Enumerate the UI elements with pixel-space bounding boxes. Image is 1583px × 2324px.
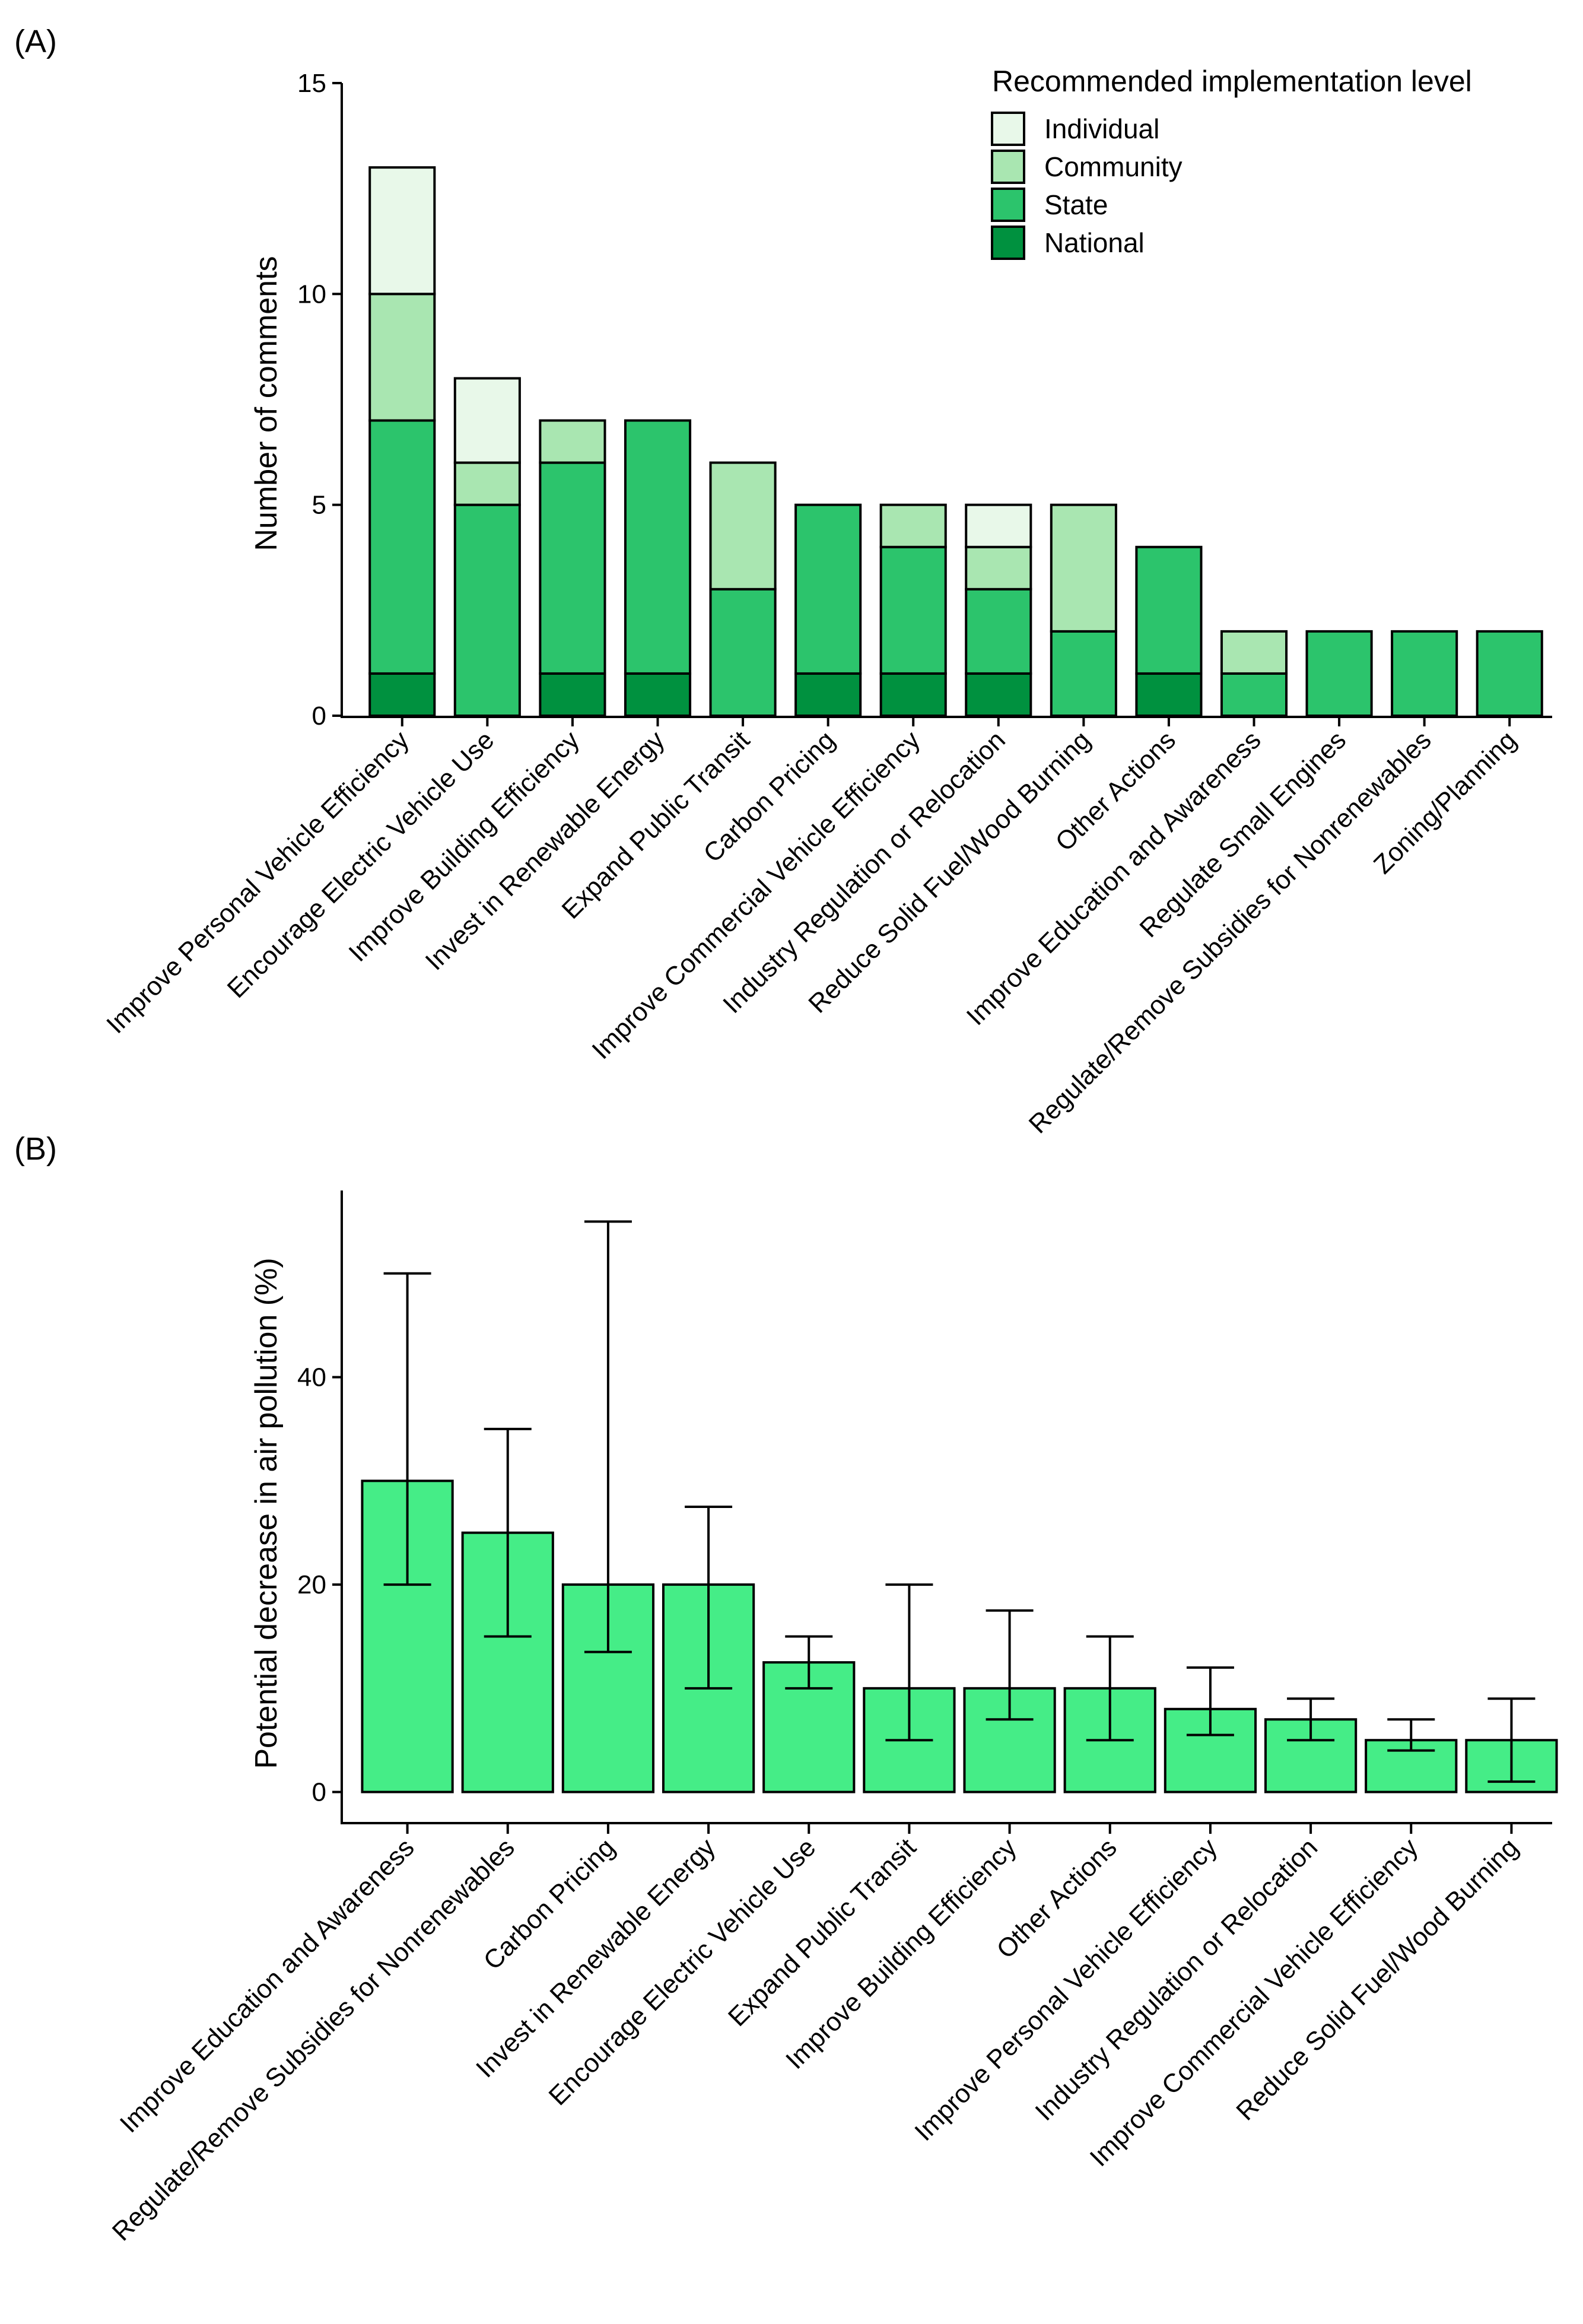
bar-segment-state [965,588,1032,675]
error-bar [885,1583,933,1742]
bar-segment-state [1220,672,1288,717]
bar-segment-national [368,672,436,717]
panel-b-y-axis-title: Potential decrease in air pollution (%) [249,1258,284,1769]
bar-segment-national [965,672,1032,717]
error-bar [785,1635,833,1690]
legend-swatch-community [991,150,1025,184]
error-bar [1287,1697,1335,1742]
panel-a-y-tick-label: 10 [297,280,326,309]
bar-segment-national [539,672,606,717]
panel-a-y-tick-label: 0 [312,701,326,731]
panel-a-y-ticks: 0 5 10 15 [297,69,342,731]
error-bar [1387,1718,1435,1752]
error-bar [584,1220,632,1653]
bar-segment-community [453,461,521,506]
legend-swatch-individual [991,112,1025,146]
panel-b-y-tick-label: 40 [297,1363,326,1392]
panel-a-x-tick-labels: Improve Personal Vehicle EfficiencyEncou… [101,717,1522,1139]
legend-swatch-national [991,226,1025,260]
bar-segment-individual [453,377,521,464]
bar-segment-state [1305,630,1373,717]
bar-segment-state [879,545,947,675]
error-bar [1487,1697,1536,1783]
error-bar [685,1506,733,1690]
bar-segment-state [1391,630,1458,717]
panel-b-label: (B) [14,1131,57,1167]
legend-label-national: National [1044,227,1145,258]
bar-segment-national [794,672,862,717]
bar-segment-state [794,503,862,675]
panel-a-y-axis-title: Number of comments [249,256,284,551]
panel-b-error-bars [383,1220,1536,1783]
panel-a-label: (A) [14,24,57,59]
legend-label-individual: Individual [1044,113,1159,144]
bar-segment-individual [368,166,436,296]
bar-segment-state [368,419,436,675]
bar-segment-community [368,293,436,422]
error-bar [1186,1666,1234,1736]
panel-b-bar-chart: (B) Potential decrease in air pollution … [14,1131,1558,2246]
legend-label-state: State [1044,189,1108,220]
legend: Recommended implementation level Individ… [991,65,1472,260]
error-bar [383,1272,431,1586]
panel-b-y-tick-label: 20 [297,1570,326,1599]
panel-a-x-tick-label: Improve Education and Awareness [961,725,1267,1031]
bar-segment-community [709,461,777,590]
panel-a-bars [368,166,1543,717]
error-bar [986,1609,1034,1721]
bar-segment-community [965,545,1032,590]
bar-segment-individual [965,503,1032,548]
panel-a-axes [341,83,1552,718]
bar-segment-state [453,503,521,717]
bar-segment-state [539,461,606,675]
legend-label-community: Community [1044,151,1183,182]
legend-swatch-state [991,188,1025,222]
panel-b-y-tick-label: 0 [312,1778,326,1807]
bar-segment-state [1050,630,1117,717]
panel-a-bar-chart: (A) Number of comments 0 5 10 15 Improve Pe… [14,24,1552,1139]
panel-b-y-ticks: 0 20 40 [297,1363,342,1807]
bar-segment-community [879,503,947,548]
panel-a-y-tick-label: 15 [297,69,326,98]
legend-items: Individual Community State National [991,112,1183,260]
panel-b-x-tick-labels: Improve Education and AwarenessRegulate/… [107,1824,1524,2246]
panel-b-x-tick-label: Regulate/Remove Subsidies for Nonrenewab… [107,1833,520,2246]
panel-a-x-tick-label: Zoning/Planning [1368,725,1522,880]
bar-segment-national [879,672,947,717]
panel-a-x-tick-label: Regulate/Remove Subsidies for Nonrenewab… [1023,725,1437,1139]
bar-segment-state [1476,630,1543,717]
bar-segment-national [624,672,692,717]
error-bar [484,1427,532,1638]
bar-segment-community [1050,503,1117,633]
bar-segment-community [1220,630,1288,675]
bar-segment-state [709,588,777,717]
panel-b-x-tick-label: Expand Public Transit [723,1833,922,2032]
panel-b-bars [361,1480,1558,1793]
panel-a-y-tick-label: 5 [312,491,326,520]
legend-title: Recommended implementation level [992,65,1472,98]
panel-a-x-tick-label: Improve Personal Vehicle Efficiency [101,725,415,1039]
bar-segment-community [539,419,606,464]
bar-segment-state [624,419,692,675]
bar-segment-national [1135,672,1203,717]
bar-segment-state [1135,545,1203,675]
error-bar [1086,1635,1134,1742]
panel-b-axes [341,1190,1552,1824]
